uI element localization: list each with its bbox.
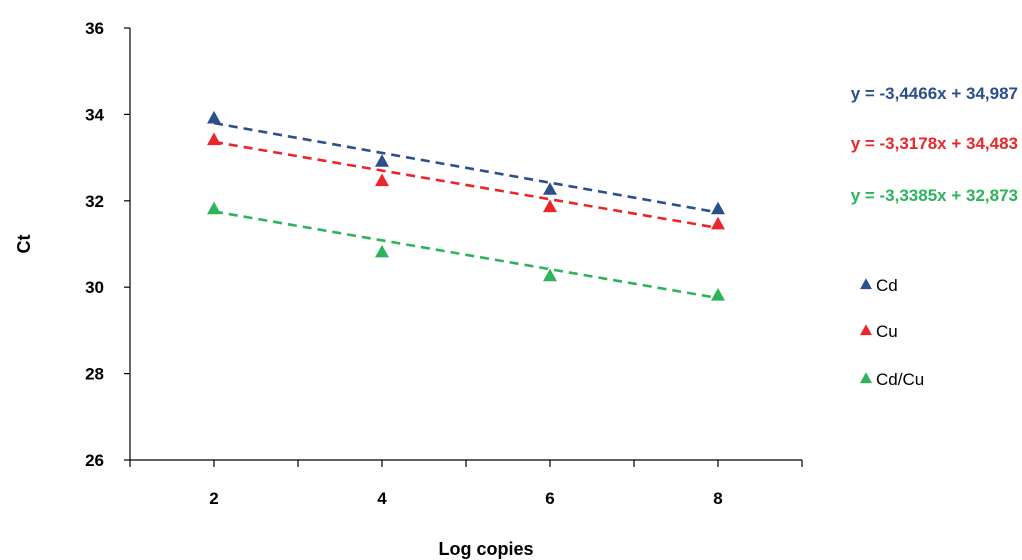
x-tick-label: 2 — [209, 489, 218, 508]
legend-marker-cu — [860, 324, 872, 336]
y-tick-label: 30 — [85, 278, 104, 297]
equation-cu: y = -3,3178x + 34,483 — [851, 134, 1018, 153]
point-cd — [207, 110, 221, 124]
point-cd-cu — [711, 288, 725, 301]
point-cd-cu — [543, 268, 557, 282]
point-cd — [543, 182, 557, 195]
y-tick-label: 32 — [85, 192, 104, 211]
x-axis-label: Log copies — [438, 539, 533, 559]
legend-item-cd-cu: Cd/Cu — [860, 370, 924, 389]
point-cu — [375, 173, 389, 187]
point-cd-cu — [375, 244, 389, 258]
data-points — [207, 110, 725, 301]
x-tick-label: 6 — [545, 489, 554, 508]
trendline-cd — [213, 121, 719, 214]
point-cu — [543, 199, 557, 213]
trendline-cu — [213, 140, 719, 230]
legend-label-cd-cu: Cd/Cu — [876, 370, 924, 389]
trendline-equations: y = -3,4466x + 34,987 y = -3,3178x + 34,4… — [851, 84, 1018, 205]
legend-item-cd: Cd — [860, 276, 898, 295]
point-cu — [711, 216, 725, 230]
y-tick-label: 28 — [85, 365, 104, 384]
trendlines — [213, 121, 719, 300]
legend-item-cu: Cu — [860, 322, 898, 341]
y-axis-label: Ct — [14, 235, 34, 254]
point-cd — [711, 201, 725, 215]
y-tick-label: 34 — [85, 105, 104, 124]
trendline-cd-cu — [213, 210, 719, 300]
y-tick-label: 26 — [85, 451, 104, 470]
x-tick-label: 4 — [377, 489, 387, 508]
point-cd — [375, 154, 389, 167]
y-tick-label: 36 — [85, 19, 104, 38]
legend-marker-cd-cu — [860, 372, 872, 384]
point-cd-cu — [207, 201, 221, 215]
legend: Cd Cu Cd/Cu — [860, 276, 924, 389]
equation-cd-cu: y = -3,3385x + 32,873 — [851, 186, 1018, 205]
legend-marker-cd — [860, 278, 872, 290]
axes: 26 28 30 32 34 36 2 4 6 8 — [85, 19, 803, 508]
x-tick-label: 8 — [713, 489, 722, 508]
equation-cd: y = -3,4466x + 34,987 — [851, 84, 1018, 103]
legend-label-cd: Cd — [876, 276, 898, 295]
point-cu — [207, 132, 221, 146]
legend-label-cu: Cu — [876, 322, 898, 341]
